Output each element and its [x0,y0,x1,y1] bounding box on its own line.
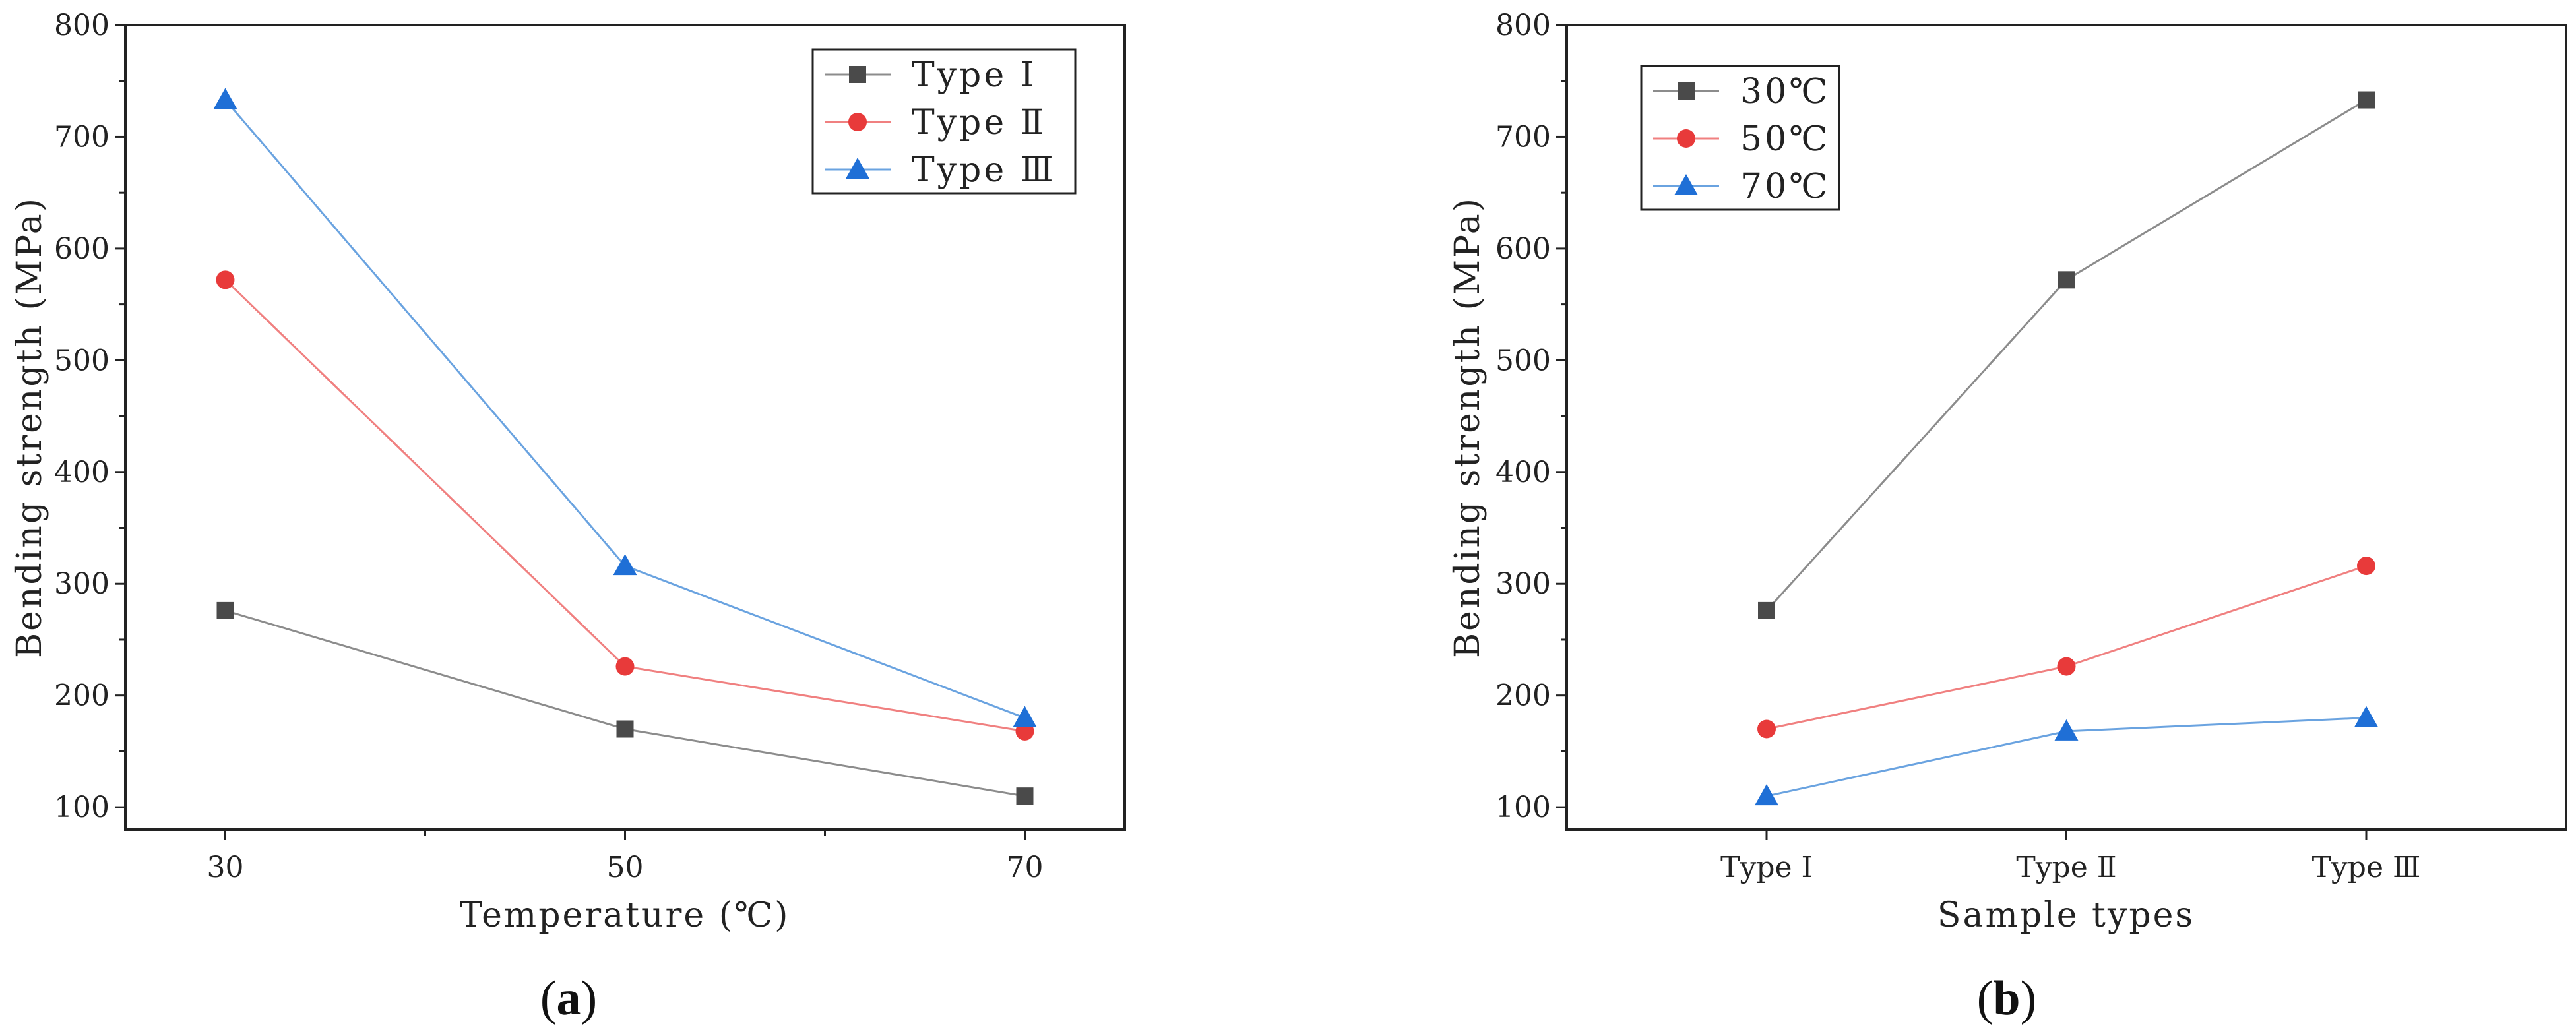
x-tick-label: 70 [1007,851,1044,884]
y-tick-label: 700 [54,120,110,154]
legend-label: Type Ⅲ [912,150,1056,190]
legend-label: 50℃ [1740,119,1830,159]
data-point-square [216,601,234,619]
legend-label: 70℃ [1740,167,1830,206]
y-tick-label: 200 [1495,679,1551,713]
data-point-triangle [1013,706,1037,727]
legend-marker-triangle [1674,174,1698,195]
legend-b: 30℃ 50℃ 70℃ [1640,65,1840,211]
y-tick-label: 500 [54,344,110,377]
data-point-triangle [213,88,237,109]
legend-label: Type Ⅱ [912,103,1046,142]
series-line-1 [225,609,1025,797]
x-tick-label: 30 [207,851,244,884]
legend-marker-square [849,66,866,83]
legend-marker-triangle [846,158,869,179]
y-tick-label: 200 [54,679,110,713]
legend-marker-circle [1677,129,1695,148]
data-point-triangle [613,554,637,576]
panel-label-b: (b) [1977,971,2036,1025]
legend-marker-square [1678,82,1695,100]
y-tick-label: 300 [54,567,110,601]
data-point-circle [2057,657,2076,676]
legend-label: Type Ⅰ [912,55,1036,95]
y-tick-label: 100 [54,791,110,824]
legend-label: 30℃ [1740,72,1830,111]
y-tick-label: 100 [1495,791,1551,824]
legend-a: Type Ⅰ Type Ⅱ Type Ⅲ [811,48,1077,195]
data-point-circle [615,657,635,676]
x-tick-label: Type Ⅱ [2016,851,2116,884]
y-tick-label: 400 [54,456,110,489]
data-point-circle [216,270,235,289]
y-tick-label: 600 [1495,232,1551,266]
y-tick-label: 500 [1495,344,1551,377]
series-line-1 [1765,99,2367,611]
data-point-circle [1757,719,1776,739]
legend-marker-circle [848,113,867,131]
x-axis-title-b: Sample types [1937,896,2195,935]
data-point-circle [2357,557,2375,576]
x-tick-label: Type Ⅲ [2312,851,2421,884]
y-tick-label: 600 [54,232,110,266]
y-tick-label: 300 [1495,567,1551,601]
y-axis-title-b: Bending strength (MPa) [1448,197,1488,658]
y-tick-label: 400 [1495,456,1551,489]
x-tick-label: 50 [607,851,644,884]
data-point-triangle [1755,784,1778,806]
chart-panel-b: 100 200 300 400 500 600 700 800 Type Ⅰ Type Ⅱ Typ… [1448,9,2567,1025]
data-point-triangle [2054,719,2079,741]
data-point-square [2058,271,2075,289]
data-point-triangle [2354,706,2378,727]
y-axis-title-a: Bending strength (MPa) [10,197,49,658]
data-point-square [2358,91,2375,109]
chart-panel-a: 100 200 300 400 500 600 700 800 30 50 70 Temperat… [10,9,1126,1025]
data-point-square [1016,787,1034,805]
series-line-2 [1766,564,2367,730]
data-point-square [1758,601,1775,619]
x-tick-label: Type Ⅰ [1720,851,1813,884]
x-axis-title-a: Temperature (℃) [460,896,790,935]
y-tick-label: 700 [1495,120,1551,154]
panel-label-a: (a) [540,971,597,1025]
y-tick-label: 800 [54,9,110,42]
y-tick-label: 800 [1495,9,1551,42]
data-point-square [616,720,634,738]
